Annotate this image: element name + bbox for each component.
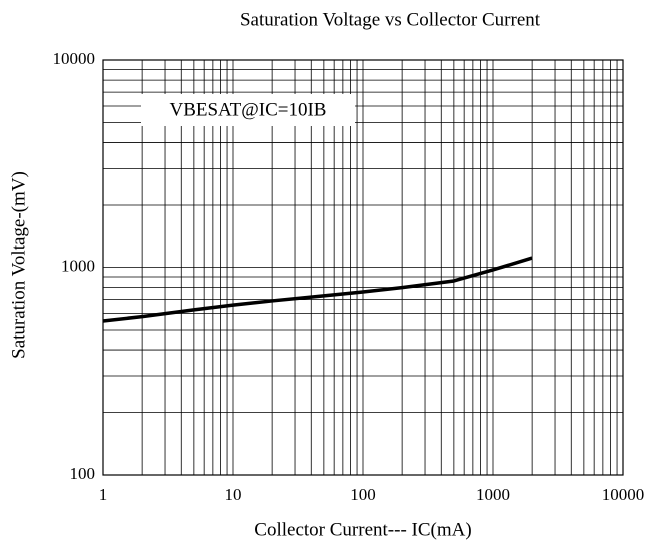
annotation: VBESAT@IC=10IB: [169, 99, 326, 120]
x-tick-label: 100: [350, 485, 376, 504]
x-tick-label: 1000: [476, 485, 510, 504]
x-tick-label: 10000: [602, 485, 645, 504]
x-tick-label: 1: [99, 485, 108, 504]
y-axis-label: Saturation Voltage-(mV): [8, 171, 29, 359]
data-line: [102, 256, 533, 323]
x-tick-label: 10: [225, 485, 242, 504]
x-axis-label: Collector Current--- IC(mA): [254, 519, 471, 540]
plot-frame: [102, 59, 624, 476]
annotation-box: [141, 94, 355, 126]
y-tick-label: 1000: [61, 256, 95, 275]
y-tick-label: 10000: [53, 49, 96, 68]
plot: [102, 256, 533, 323]
chart-title: Saturation Voltage vs Collector Current: [240, 9, 541, 30]
y-tick-label: 100: [70, 464, 96, 483]
